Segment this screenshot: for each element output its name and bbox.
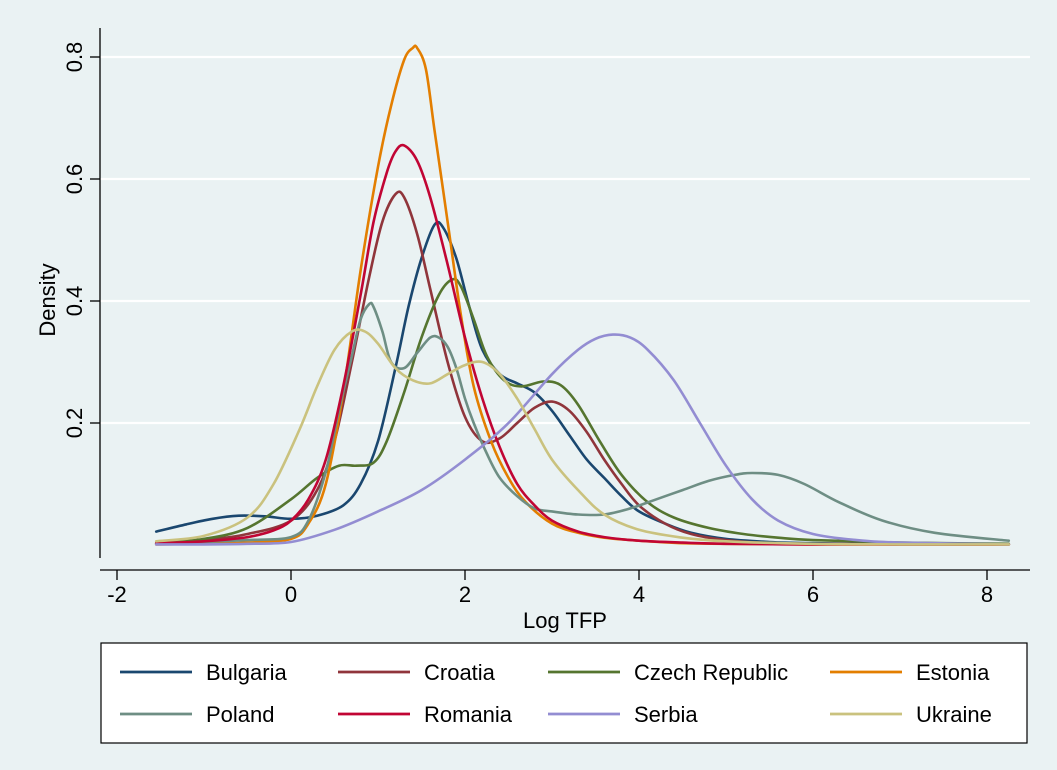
series-line-ukraine <box>154 328 1011 546</box>
series-line-czech-republic <box>154 277 1011 546</box>
plot-area <box>100 28 1030 558</box>
y-ticks: 0.2 0.4 0.6 0.8 <box>62 42 100 439</box>
legend-label-czech-republic: Czech Republic <box>634 660 788 685</box>
y-tick-label: 0.8 <box>62 42 87 73</box>
x-axis-title: Log TFP <box>523 608 607 633</box>
legend-box <box>100 642 1028 744</box>
x-tick-label: 2 <box>459 582 471 607</box>
x-tick-label: -2 <box>107 582 127 607</box>
grid-lines <box>100 55 1030 425</box>
x-tick-label: 8 <box>981 582 993 607</box>
legend-label-romania: Romania <box>424 702 513 727</box>
y-axis-title: Density <box>35 263 60 336</box>
series-line-poland <box>154 301 1011 545</box>
x-tick-label: 4 <box>633 582 645 607</box>
y-tick-label: 0.4 <box>62 286 87 317</box>
legend-label-bulgaria: Bulgaria <box>206 660 287 685</box>
legend-label-estonia: Estonia <box>916 660 990 685</box>
legend: Bulgaria Croatia Czech Republic Estonia Pola… <box>120 660 992 727</box>
x-tick-label: 6 <box>807 582 819 607</box>
y-tick-label: 0.2 <box>62 408 87 439</box>
series-line-serbia <box>154 333 1011 546</box>
legend-label-serbia: Serbia <box>634 702 698 727</box>
x-tick-label: 0 <box>285 582 297 607</box>
series-lines <box>154 44 1011 546</box>
series-line-romania <box>154 143 1011 546</box>
x-ticks: -2 0 2 4 6 8 <box>107 570 993 607</box>
legend-label-ukraine: Ukraine <box>916 702 992 727</box>
legend-label-poland: Poland <box>206 702 275 727</box>
axes <box>99 28 1030 571</box>
y-tick-label: 0.6 <box>62 164 87 195</box>
legend-label-croatia: Croatia <box>424 660 496 685</box>
